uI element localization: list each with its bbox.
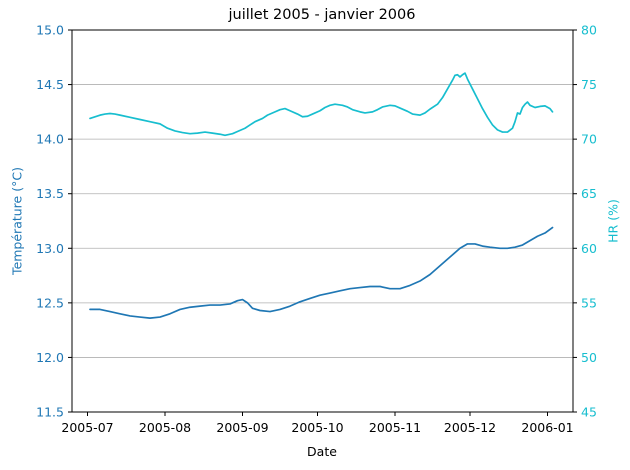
y-tick-label-left: 12.0: [36, 350, 64, 365]
y-tick-label-right: 60: [581, 241, 597, 256]
x-tick-label: 2005-11: [369, 420, 421, 435]
plot-border: [71, 29, 574, 413]
y-tick-label-left: 11.5: [36, 405, 64, 420]
y-tick-label-left: 13.5: [36, 186, 64, 201]
x-tick-label: 2005-10: [291, 420, 343, 435]
chart-title: juillet 2005 - janvier 2006: [228, 7, 416, 23]
x-tick-label: 2005-07: [61, 420, 113, 435]
y-tick-label-right: 45: [581, 405, 597, 420]
x-tick-label: 2005-09: [216, 420, 268, 435]
y-tick-label-right: 65: [581, 186, 597, 201]
y-tick-label-left: 13.0: [36, 241, 64, 256]
y-tick-label-right: 80: [581, 23, 597, 38]
x-tick-label: 2005-08: [139, 420, 191, 435]
y-tick-label-right: 75: [581, 77, 597, 92]
y-tick-label-right: 70: [581, 132, 597, 147]
y-axis-label-right: HR (%): [605, 199, 621, 243]
y-tick-label-left: 14.5: [36, 77, 64, 92]
temperature-line: [89, 226, 554, 319]
x-axis-label: Date: [307, 444, 337, 459]
y-tick-label-right: 55: [581, 295, 597, 310]
y-axis-label-left: Température (°C): [9, 167, 25, 275]
y-tick-label-left: 15.0: [36, 23, 64, 38]
x-tick-label: 2006-01: [521, 420, 573, 435]
humidity-line: [89, 72, 554, 137]
y-tick-label-left: 12.5: [36, 295, 64, 310]
y-tick-label-left: 14.0: [36, 132, 64, 147]
x-tick-label: 2005-12: [444, 420, 496, 435]
y-tick-label-right: 50: [581, 350, 597, 365]
